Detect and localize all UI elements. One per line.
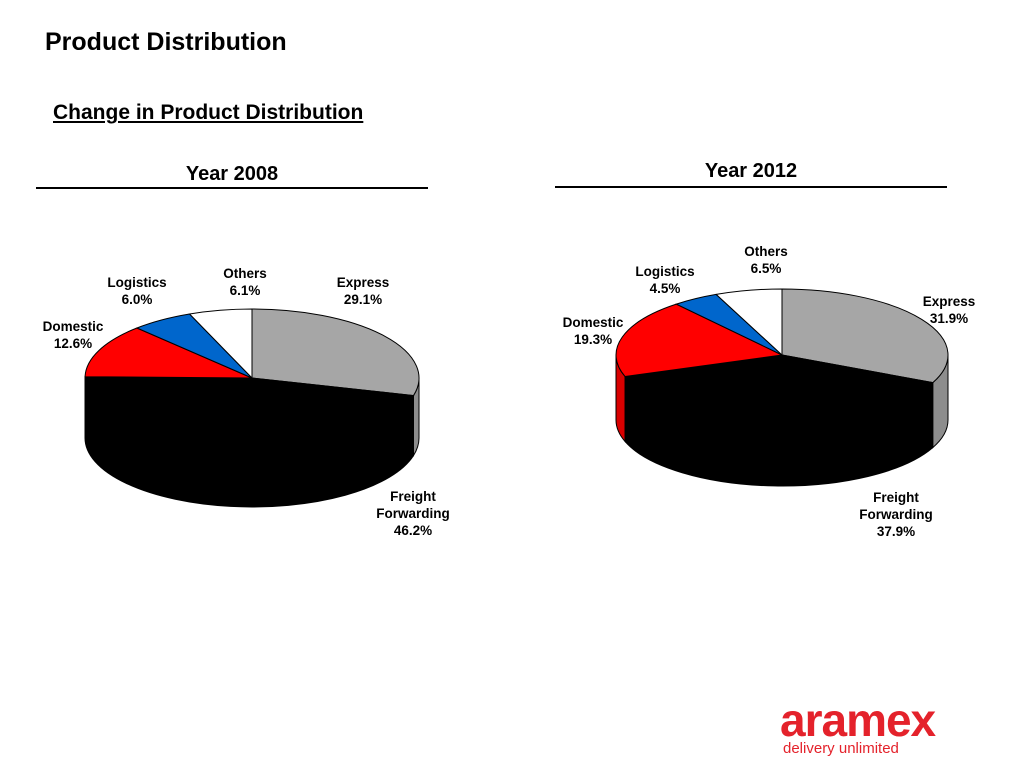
- pie-2008-others-slice: [188, 308, 253, 380]
- pie-2008-others-label: Others 6.1%: [223, 266, 267, 298]
- pie-2012-logistics-label: Logistics 4.5%: [635, 264, 694, 296]
- year-2012-title: Year 2012: [704, 160, 798, 182]
- pie-2012-domestic-slice: [615, 303, 784, 377]
- pie-2012-express-label: Express 31.9%: [923, 294, 976, 326]
- pie-2008-express-slice: [251, 308, 420, 397]
- year-2008-title: Year 2008: [185, 163, 279, 185]
- pie-2012-freight-forwarding-slice: [624, 354, 934, 422]
- pie-2008-express-label: Express 29.1%: [337, 275, 390, 307]
- pie-2012-others-slice: [715, 288, 783, 357]
- pie-2012-express-slice: [781, 288, 949, 384]
- pie-2008-domestic-label: Domestic 12.6%: [43, 319, 104, 351]
- pie-2012-domestic-label: Domestic 19.3%: [563, 315, 624, 347]
- aramex-logo: aramex: [780, 694, 936, 746]
- year-2008-rule: [36, 187, 428, 189]
- pie-2012-sides: [615, 354, 949, 487]
- aramex-tagline: delivery unlimited: [783, 740, 899, 757]
- pie-2008-domestic-slice: [84, 327, 253, 379]
- pie-2012-freight-forwarding-label: Freight Forwarding 37.9%: [859, 490, 933, 539]
- year-2012-rule: [555, 186, 947, 188]
- pie-2008-top: [84, 308, 420, 448]
- page-title: Product Distribution: [45, 28, 287, 56]
- pie-2012-top: [615, 288, 949, 422]
- pie-2008-freight-forwarding-slice: [84, 376, 415, 448]
- pie-2008-freight-forwarding-label: Freight Forwarding 46.2%: [376, 489, 450, 538]
- pie-2008-logistics-label: Logistics 6.0%: [107, 275, 166, 307]
- pie-2012-others-label: Others 6.5%: [744, 244, 788, 276]
- chart-section-subtitle: Change in Product Distribution: [53, 101, 364, 124]
